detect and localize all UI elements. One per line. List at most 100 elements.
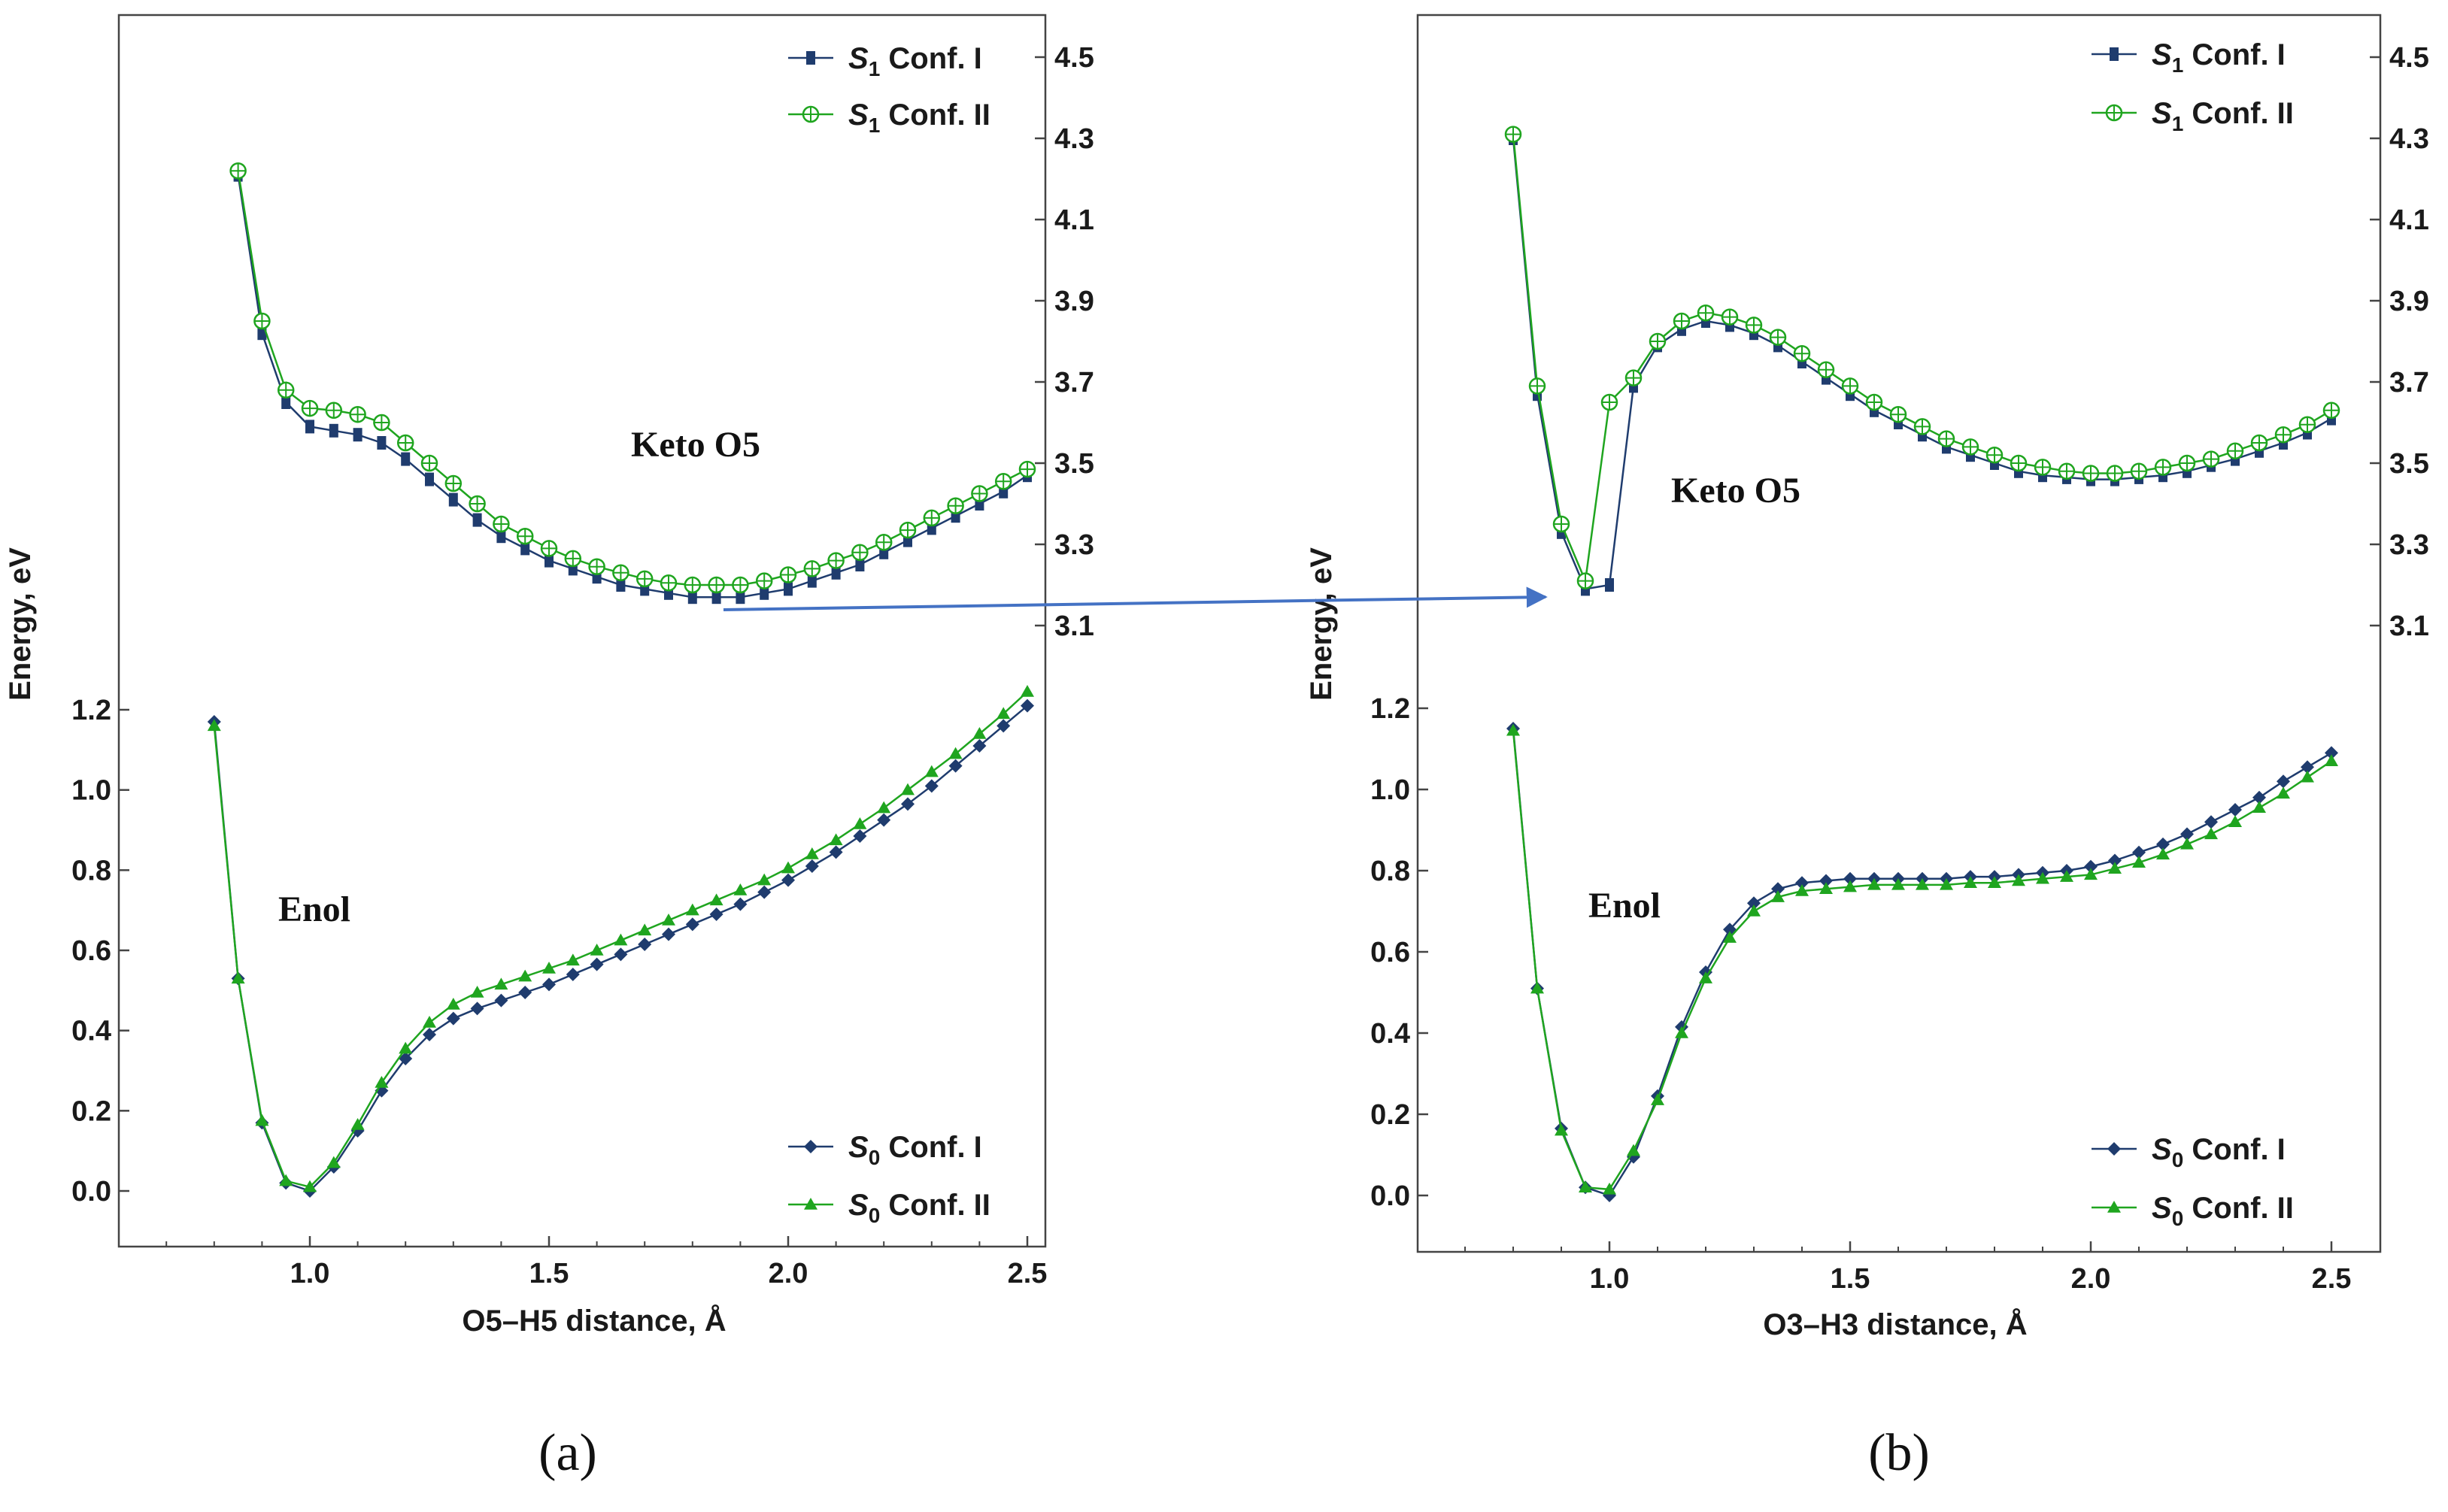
s0-series-2-point — [1723, 931, 1737, 943]
s1-series-2-point — [444, 474, 463, 492]
s0-series-1-point — [877, 813, 891, 827]
s1-series-2-point — [588, 558, 605, 575]
y-right-tick-label: 4.1 — [1054, 205, 1094, 236]
y-left-tick-label: 0.2 — [1370, 1099, 1410, 1131]
s1-series-2-point — [1793, 344, 1811, 362]
plot-frame — [1416, 14, 2382, 1253]
x-tick-label: 2.0 — [769, 1258, 808, 1289]
legend-swatch-marker — [2105, 104, 2123, 122]
s1-series-2-point — [2250, 434, 2268, 452]
s0-series-2-point — [207, 719, 221, 732]
y-left-tick-label: 0.8 — [71, 855, 111, 886]
s1-series-2-point — [301, 399, 319, 417]
y-right-tick-label: 3.1 — [2389, 611, 2429, 642]
s1-series-1-point — [736, 590, 745, 604]
s0-series-2-point — [614, 933, 628, 946]
s1-series-2-point — [2154, 459, 2172, 476]
s0-series-1-point — [829, 845, 843, 859]
s0-series-1-point — [518, 986, 532, 999]
legend-swatch-marker — [2110, 47, 2119, 61]
s0-series-1-point — [423, 1028, 436, 1041]
s1-series-2-point — [923, 509, 941, 527]
s1-series-2-point — [994, 473, 1012, 490]
s0-series-2-point — [255, 1114, 269, 1126]
x-axis-label: O3–H3 distance, Å — [1763, 1307, 2027, 1341]
s1-series-2-point — [684, 576, 702, 594]
s0-series-1-point — [1747, 896, 1761, 911]
panel-a-chart: 1.0 1.5 2.0 2.5 0.0 0.2 0.4 0.6 0.8 1.0 1.2 3.1 3.3 3… — [4, 14, 1094, 1482]
s1-series-2-point — [1552, 515, 1570, 533]
s0-series-2-point — [375, 1076, 389, 1088]
s1-series-2-point — [2106, 465, 2124, 482]
s1-series-2-point — [1673, 312, 1691, 330]
s1-series-2-point — [1600, 393, 1618, 411]
s1-series-2-point — [373, 414, 390, 432]
y-right-tick-label: 3.3 — [1054, 529, 1094, 561]
y-left-tick-label: 0.0 — [1370, 1180, 1410, 1212]
s1-series-2-point — [2130, 462, 2148, 480]
s1-series-2-point — [971, 485, 988, 502]
s1-series-2-point — [2034, 459, 2052, 476]
legend-entry-label: S1 Conf. I — [848, 42, 982, 80]
s1-series-2-point — [708, 576, 725, 594]
s0-series-2-point — [566, 953, 580, 966]
s1-series-2-point — [325, 401, 343, 420]
legend-entry-label: S0 Conf. I — [2152, 1133, 2286, 1171]
s0-series-1-point — [948, 759, 963, 773]
s1-series-1-point — [425, 472, 434, 486]
s1-series-2-point — [2298, 416, 2316, 433]
s0-series-2-point — [542, 962, 556, 974]
s1-series-2-point — [469, 495, 486, 513]
s1-series-1-point — [545, 553, 554, 568]
s0-series-1-point — [2156, 837, 2170, 851]
s0-series-1-point — [1771, 882, 1785, 896]
s0-series-2-point — [638, 923, 652, 936]
s0-series-1-point — [2084, 859, 2098, 874]
s1-series-2-point — [2010, 454, 2028, 472]
s0-series-2-point — [2108, 862, 2122, 874]
s0-series-1-point — [1819, 874, 1833, 888]
s0-series-1-point — [446, 1011, 460, 1026]
s0-series-1-point — [2228, 803, 2242, 817]
s1-series-2-point — [2202, 450, 2220, 468]
s1-series-2-point — [493, 515, 510, 533]
y-right-tick-label: 3.3 — [2389, 529, 2429, 561]
s0-series-2-point — [757, 873, 772, 886]
panel-label: (b) — [1868, 1424, 1930, 1482]
s0-series-1-point — [972, 739, 987, 753]
y-left-tick-label: 0.2 — [71, 1095, 111, 1127]
s1-series-2-point — [875, 534, 893, 551]
s0-series-1-point — [996, 719, 1011, 733]
s1-series-1-point — [496, 529, 506, 544]
s1-series-2-point — [1961, 438, 1979, 456]
y-left-tick-label: 0.8 — [1370, 856, 1410, 887]
s0-series-2-point — [2036, 871, 2049, 884]
s0-series-2-point — [2277, 786, 2290, 799]
s0-series-1-point — [901, 797, 915, 811]
s0-series-1-point — [2132, 845, 2146, 859]
y-right-tick-label: 3.9 — [1054, 286, 1094, 317]
s1-series-2-point — [396, 434, 414, 452]
s1-series-2-point — [827, 552, 845, 569]
s1-series-2-line — [237, 171, 1028, 586]
s0-series-2-point — [2156, 847, 2170, 860]
legend-entry-label: S0 Conf. I — [848, 1131, 982, 1169]
s1-series-1-line — [237, 174, 1028, 598]
legend-s0-item: S0 Conf. I — [788, 1131, 982, 1169]
y-right-tick-label: 3.5 — [2389, 448, 2429, 480]
s0-series-2-line — [1512, 730, 2332, 1191]
s0-series-1-point — [685, 917, 699, 932]
s0-series-2-point — [1555, 1123, 1568, 1136]
s0-series-2-point — [303, 1180, 317, 1192]
y-right-tick-label: 4.3 — [1054, 123, 1094, 155]
x-axis-label: O5–H5 distance, Å — [462, 1304, 726, 1338]
y-right-tick-label: 4.5 — [2389, 42, 2429, 74]
s0-series-2-point — [1891, 877, 1905, 890]
y-right-tick-label: 3.9 — [2389, 286, 2429, 317]
s1-series-1-point — [760, 586, 769, 600]
s1-series-2-point — [1937, 430, 1955, 447]
s1-series-1-point — [687, 590, 697, 604]
s1-series-2-point — [612, 564, 629, 582]
s1-series-2-point — [1817, 361, 1835, 379]
